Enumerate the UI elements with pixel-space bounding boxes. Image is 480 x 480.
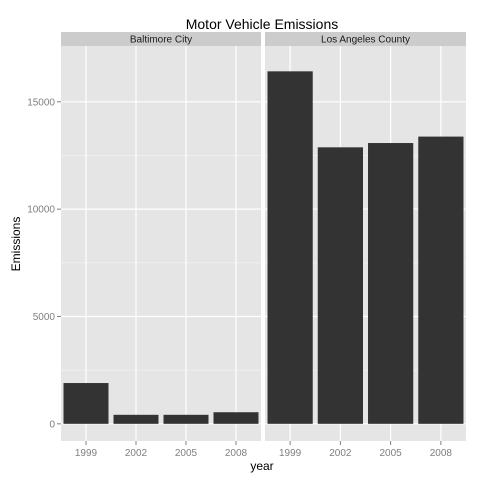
x-tick-label: 2002 [125, 448, 148, 459]
facet-strip-label: Los Angeles County [321, 35, 410, 46]
plot-area: Baltimore City 1999 2002 2005 2008 Los Angele… [27, 32, 466, 459]
panel-background [61, 46, 261, 441]
y-axis-title: Emissions [9, 217, 23, 272]
bar [63, 383, 109, 424]
bar [267, 71, 313, 424]
x-tick-label: 2005 [380, 448, 403, 459]
x-tick-label: 2008 [225, 448, 248, 459]
y-tick-label: 0 [49, 419, 55, 430]
x-tick-label: 2002 [329, 448, 352, 459]
facet-strip [265, 32, 466, 46]
facet-strip [61, 32, 261, 46]
x-tick-label: 1999 [279, 448, 302, 459]
bar [113, 414, 159, 424]
bar [368, 143, 414, 424]
x-tick-label: 2005 [175, 448, 198, 459]
y-tick-label: 10000 [27, 205, 55, 216]
y-tick-label: 15000 [27, 97, 55, 108]
x-tick-label: 2008 [430, 448, 453, 459]
bar [213, 412, 259, 424]
x-tick-label: 1999 [75, 448, 98, 459]
bar [317, 147, 363, 424]
bar [163, 414, 209, 424]
y-tick-label: 5000 [33, 312, 56, 323]
x-axis-title: year [250, 459, 273, 473]
chart-title: Motor Vehicle Emissions [186, 16, 339, 32]
bar [418, 136, 464, 424]
facet-strip-label: Baltimore City [130, 35, 192, 46]
